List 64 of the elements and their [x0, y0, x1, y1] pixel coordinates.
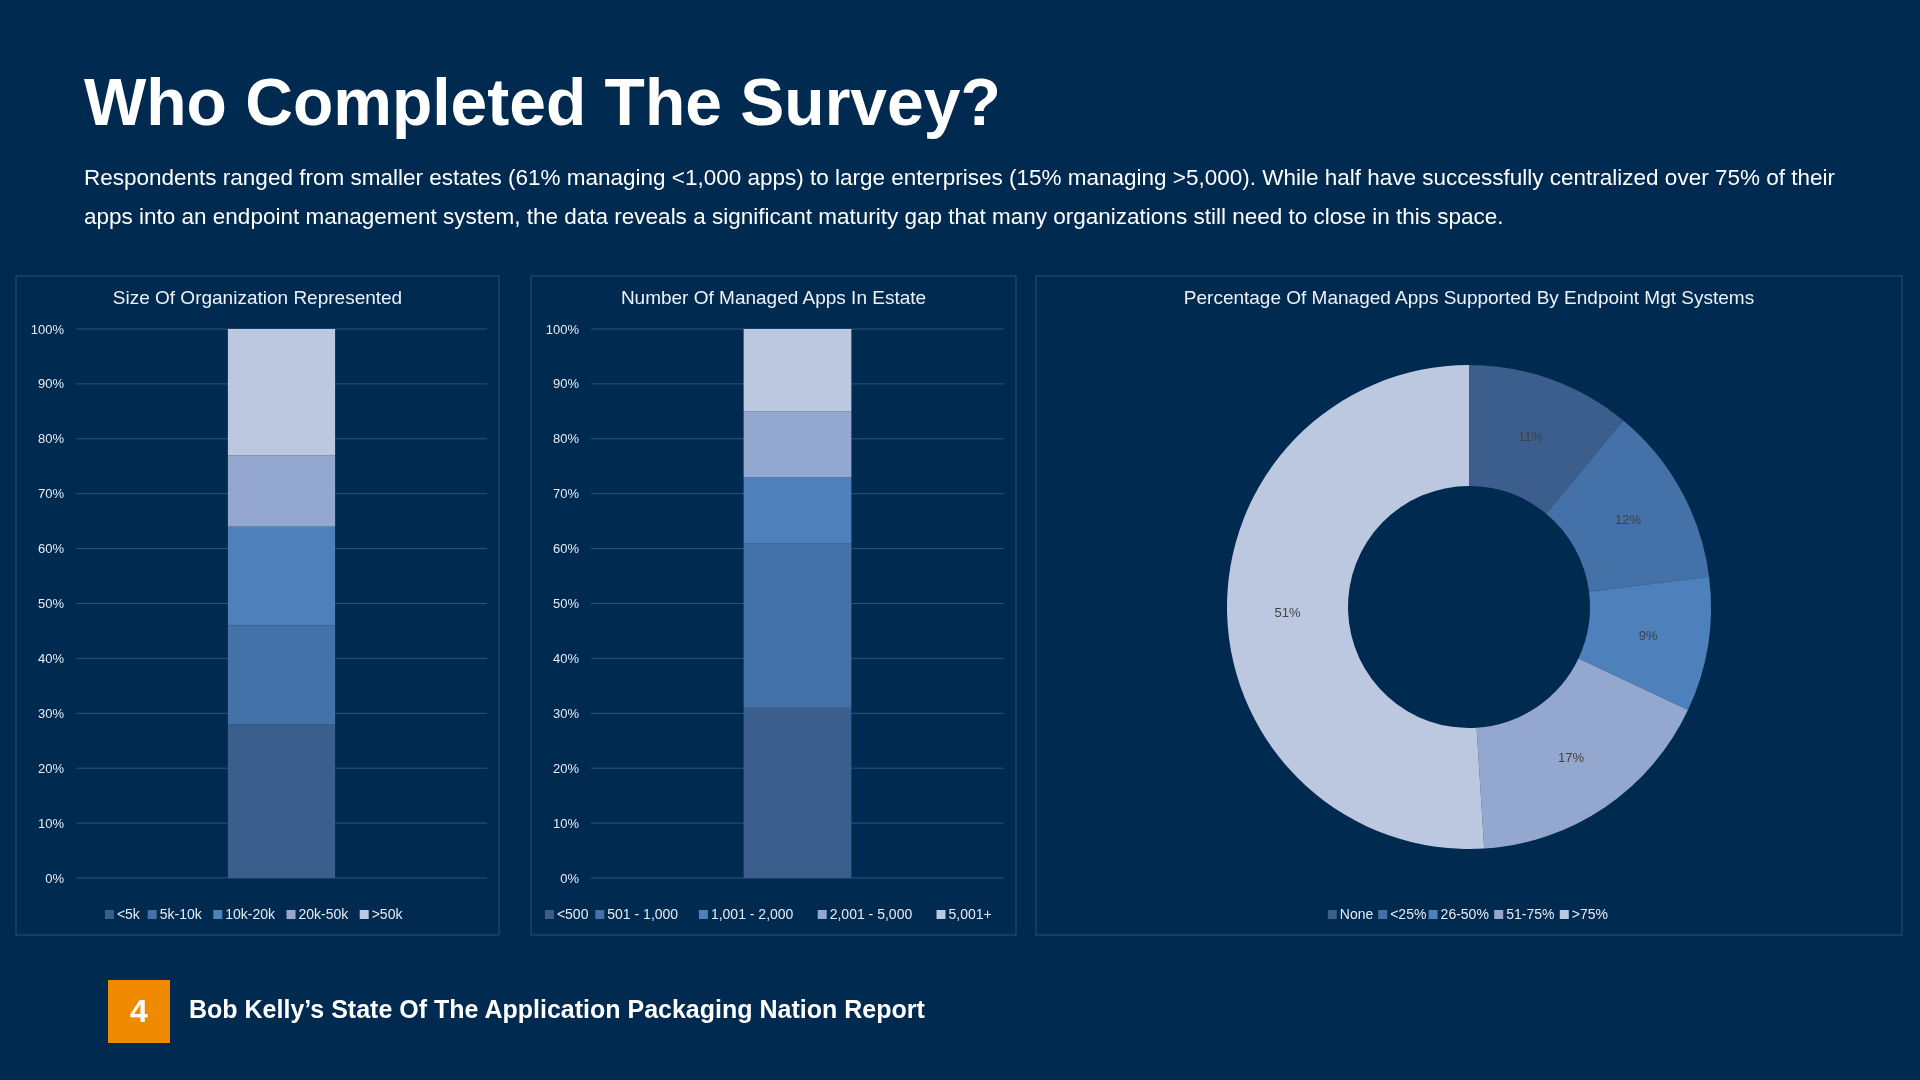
chart-title: Number Of Managed Apps In Estate	[620, 287, 927, 308]
y-tick-label: 60%	[552, 541, 580, 557]
y-tick-label: 70%	[37, 486, 65, 502]
y-tick-label: 90%	[37, 376, 65, 392]
bar	[743, 411, 852, 478]
legend-label: <5k	[116, 906, 141, 922]
donut-slice	[1546, 420, 1710, 592]
y-tick-label: 80%	[37, 431, 65, 447]
bar	[227, 526, 336, 626]
y-tick-label: 20%	[37, 760, 65, 776]
chart-title: Percentage Of Managed Apps Supported By Endpoint Mgt Systems	[1183, 287, 1755, 308]
text: Bob Kelly’s State Of The Application Packaging Nation Report	[189, 995, 925, 1024]
y-tick-label: 30%	[552, 705, 580, 721]
y-tick-label: 50%	[552, 596, 580, 612]
y-tick-label: 40%	[552, 650, 580, 666]
legend-label: 5k-10k	[159, 906, 203, 922]
y-tick-label: 90%	[552, 376, 580, 392]
data-label: 17%	[1558, 749, 1585, 765]
data-label: 9%	[1638, 627, 1659, 643]
legend-label: 20k-50k	[298, 906, 350, 922]
legend-label: <500	[556, 906, 589, 922]
bar	[227, 625, 336, 725]
y-tick-label: 100%	[30, 321, 65, 337]
text: Respondents ranged from smaller estates (61% managing <1,000 apps) to large enterprises (15% managing >5,000). While half have successfully centralized over 75% of their apps into an endpoint management system, the data reveals a significant maturity gap that many organizations still need to close in this space.	[84, 164, 1836, 231]
y-tick-label: 40%	[37, 650, 65, 666]
data-label: 12%	[1615, 512, 1642, 528]
y-tick-label: 10%	[552, 815, 580, 831]
chart-title: Size Of Organization Represented	[112, 287, 403, 308]
legend-label: 501 - 1,000	[607, 906, 679, 922]
bar	[743, 329, 852, 412]
legend-label: 1,001 - 2,000	[710, 906, 794, 922]
legend-label: 26-50%	[1440, 906, 1489, 922]
bar	[743, 543, 852, 708]
legend-label: <25%	[1390, 906, 1427, 922]
text: Who Completed The Survey?	[84, 64, 1001, 141]
legend-label: None	[1339, 906, 1374, 922]
bar	[743, 707, 852, 878]
donut-slice	[1476, 658, 1688, 849]
y-tick-label: 10%	[37, 815, 65, 831]
y-tick-label: 50%	[37, 596, 65, 612]
legend-label: 5,001+	[948, 906, 992, 922]
donut-slice	[1227, 365, 1485, 849]
y-tick-label: 0%	[560, 870, 580, 886]
y-tick-label: 80%	[552, 431, 580, 447]
data-label: 11%	[1517, 428, 1544, 444]
bar	[227, 724, 336, 878]
y-tick-label: 100%	[545, 321, 580, 337]
y-tick-label: 20%	[552, 760, 580, 776]
donut-slice	[1469, 365, 1624, 514]
legend-label: >50k	[371, 906, 404, 922]
y-tick-label: 60%	[37, 541, 65, 557]
bar	[743, 477, 852, 544]
bar	[227, 329, 336, 456]
y-tick-label: 70%	[552, 486, 580, 502]
legend-label: 2,001 - 5,000	[829, 906, 913, 922]
text: 4	[108, 980, 170, 1043]
legend-label: 10k-20k	[225, 906, 277, 922]
y-tick-label: 0%	[45, 870, 65, 886]
data-label: 51%	[1274, 605, 1302, 621]
y-tick-label: 30%	[37, 705, 65, 721]
donut-slice	[1578, 576, 1711, 711]
legend-label: >75%	[1571, 906, 1608, 922]
legend-label: 51-75%	[1506, 906, 1555, 922]
bar	[227, 455, 336, 527]
